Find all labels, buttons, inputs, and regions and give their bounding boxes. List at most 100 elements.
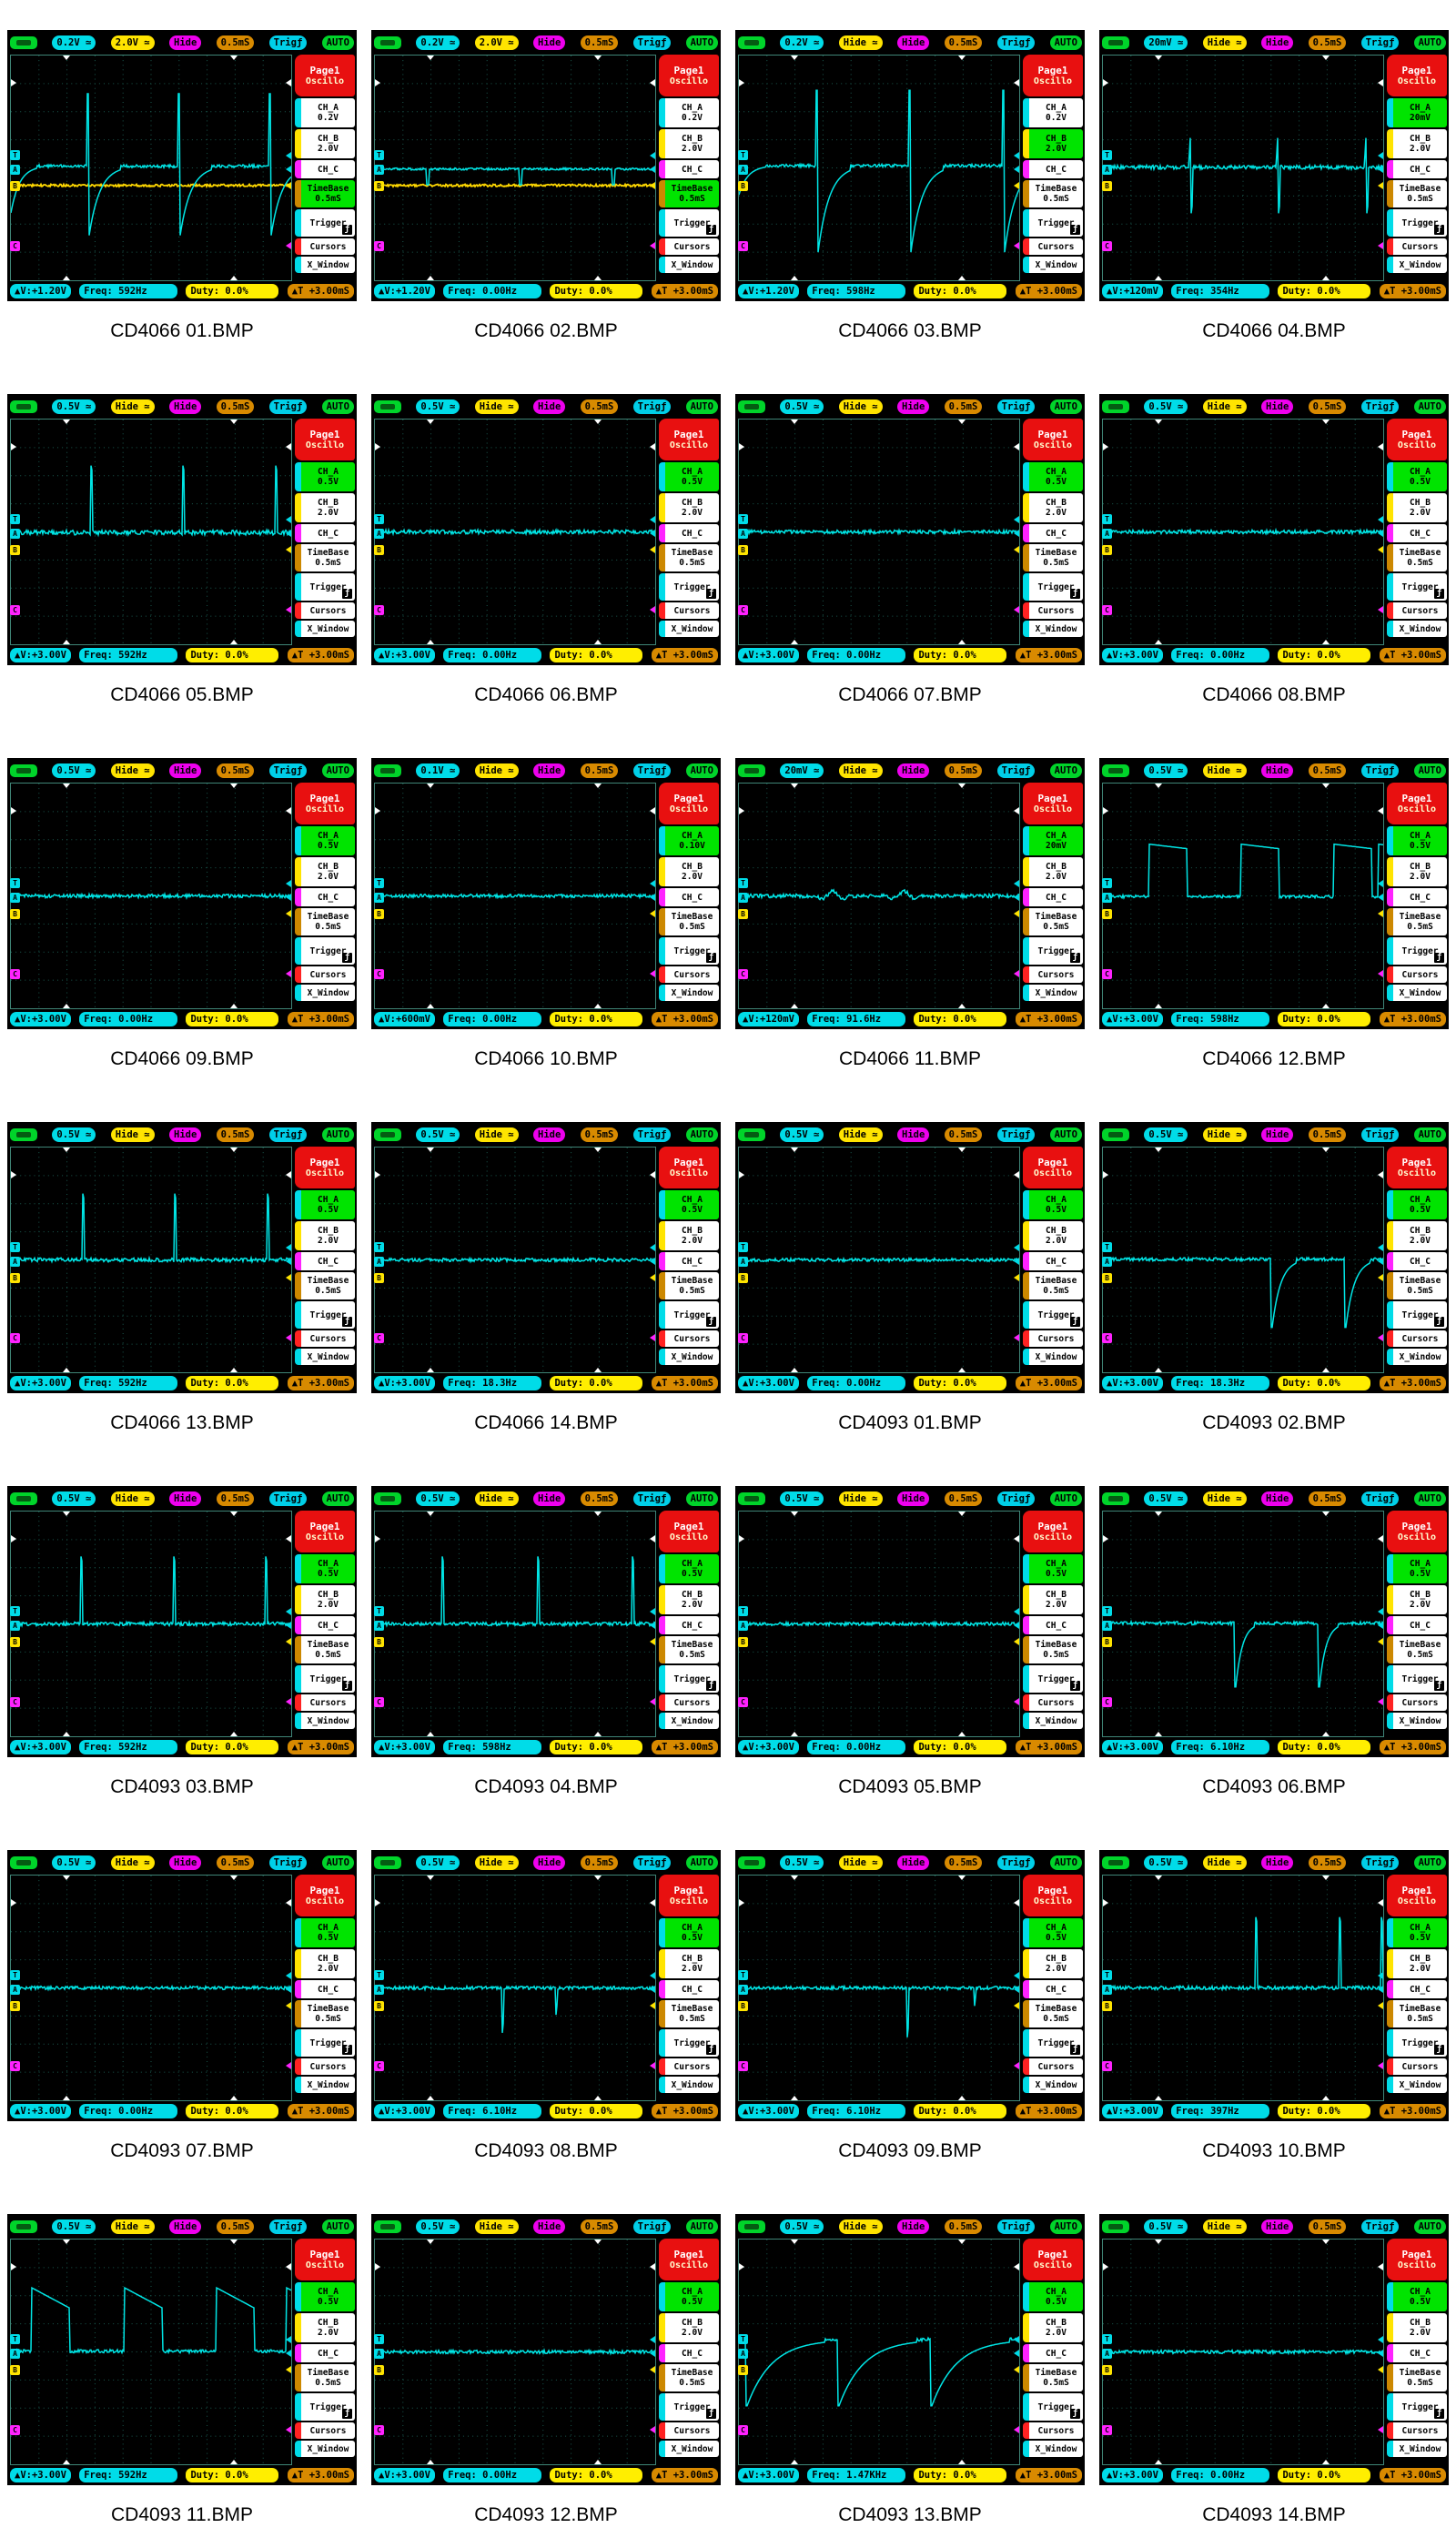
menu-page-box: Page1 Oscillo bbox=[1387, 1147, 1447, 1188]
channel-a-marker: A bbox=[10, 164, 20, 175]
filename-caption: CD4093 08.BMP bbox=[474, 2140, 618, 2161]
menu-trigger-label: Trigger bbox=[1401, 2037, 1439, 2048]
scope-screen: T A B C bbox=[10, 419, 292, 645]
duty-pill: Duty: 0.0% bbox=[550, 648, 643, 662]
cursors-color-strip bbox=[1387, 238, 1393, 255]
menu-xwindow-label: X_Window bbox=[307, 2079, 349, 2090]
menu-item-timebase: TimeBase 0.5mS bbox=[659, 180, 719, 207]
trigger-pill: Trigƒ bbox=[1360, 1855, 1400, 1870]
freq-pill: Freq: 0.00Hz bbox=[443, 1012, 542, 1026]
scope-menu: Page1 Oscillo CH_A 0.5V CH_B 2.0V CH_C bbox=[295, 2239, 355, 2465]
delta-v-pill: ▲V:+3.00V bbox=[738, 1740, 799, 1754]
menu-page-title: Page1 bbox=[1401, 1520, 1432, 1532]
battery-level-bar bbox=[1108, 1495, 1123, 1502]
menu-item-cursors: Cursors bbox=[295, 238, 355, 255]
menu-page-title: Page1 bbox=[673, 792, 704, 804]
menu-chb-value: 2.0V bbox=[682, 872, 703, 882]
channel-a-marker: A bbox=[374, 164, 384, 175]
menu-timebase-value: 0.5mS bbox=[315, 2378, 341, 2388]
chb-vdiv-pill: Hide ≃ bbox=[474, 2219, 519, 2234]
xwindow-color-strip bbox=[1387, 985, 1393, 1001]
filename-caption: CD4066 04.BMP bbox=[1202, 320, 1346, 341]
cha-right-arrow bbox=[1014, 893, 1019, 901]
menu-item-chb: CH_B 2.0V bbox=[1387, 1949, 1447, 1978]
cursors-color-strip bbox=[659, 602, 665, 619]
xwindow-color-strip bbox=[295, 257, 301, 273]
chc-hide-pill: Hide bbox=[533, 35, 566, 50]
cursor-arrow-bottom-left bbox=[1154, 1732, 1162, 1736]
timebase-color-strip bbox=[1023, 1272, 1029, 1299]
edge-arrow-left bbox=[375, 2262, 380, 2270]
menu-chb-label: CH_B bbox=[318, 2318, 339, 2328]
menu-item-timebase: TimeBase 0.5mS bbox=[1023, 908, 1083, 935]
menu-cursors-label: Cursors bbox=[1037, 2061, 1075, 2072]
filename-caption: CD4066 13.BMP bbox=[110, 1412, 254, 1433]
menu-item-cursors: Cursors bbox=[1387, 2058, 1447, 2075]
chb-right-arrow bbox=[1378, 909, 1383, 917]
trigger-level-marker: T bbox=[738, 1969, 748, 1980]
delta-t-pill: ▲T +3.00mS bbox=[287, 1376, 354, 1390]
menu-item-trigger: Trigger ƒ bbox=[295, 209, 355, 237]
chb-color-strip bbox=[1387, 1585, 1393, 1614]
menu-chb-label: CH_B bbox=[1410, 1590, 1431, 1600]
menu-cha-value: 0.5V bbox=[318, 1933, 339, 1943]
chc-hide-pill: Hide bbox=[169, 1855, 202, 1870]
cursor-arrow-top-right bbox=[229, 420, 238, 424]
menu-xwindow-label: X_Window bbox=[307, 2443, 349, 2454]
chc-hide-pill: Hide bbox=[533, 1491, 566, 1506]
chb-right-arrow bbox=[1378, 181, 1383, 189]
edge-arrow-left bbox=[1103, 78, 1108, 86]
menu-page-sub: Oscillo bbox=[1033, 1168, 1073, 1178]
cursor-arrow-bottom-right bbox=[229, 2460, 238, 2464]
menu-xwindow-label: X_Window bbox=[671, 2079, 713, 2090]
trigger-run-icon: ƒ bbox=[342, 2409, 352, 2419]
menu-timebase-value: 0.5mS bbox=[679, 194, 705, 204]
menu-cursors-label: Cursors bbox=[1401, 1697, 1439, 1708]
menu-item-xwindow: X_Window bbox=[1387, 621, 1447, 637]
cursors-color-strip bbox=[1023, 966, 1029, 983]
timebase-pill: 0.5mS bbox=[944, 763, 983, 778]
xwindow-color-strip bbox=[1387, 257, 1393, 273]
menu-page-box: Page1 Oscillo bbox=[1387, 783, 1447, 824]
trigger-level-marker: T bbox=[374, 877, 384, 888]
menu-cha-label: CH_A bbox=[682, 2287, 703, 2297]
chb-right-arrow bbox=[1378, 2365, 1383, 2373]
scope-screenshot-cell: 0.5V ≃ Hide ≃ Hide 0.5mS Trigƒ AUTO T A … bbox=[728, 2184, 1092, 2548]
chc-color-strip bbox=[1023, 1980, 1029, 1998]
menu-item-cursors: Cursors bbox=[1387, 1330, 1447, 1347]
menu-chb-value: 2.0V bbox=[1046, 2328, 1067, 2338]
chb-vdiv-pill: Hide ≃ bbox=[474, 763, 519, 778]
battery-icon bbox=[1102, 1491, 1129, 1505]
menu-page-sub: Oscillo bbox=[1033, 76, 1073, 86]
channel-c-marker: C bbox=[10, 604, 20, 615]
timebase-pill: 0.5mS bbox=[580, 2219, 619, 2234]
chc-right-arrow bbox=[1014, 969, 1019, 977]
chc-hide-pill: Hide bbox=[1261, 763, 1294, 778]
cursor-arrow-top-left bbox=[426, 1876, 434, 1880]
xwindow-color-strip bbox=[295, 985, 301, 1001]
battery-icon bbox=[374, 2219, 401, 2233]
menu-chc-label: CH_C bbox=[318, 1984, 339, 1995]
trigger-pill: Trigƒ bbox=[1360, 35, 1400, 50]
scope-screen: T A B C bbox=[10, 2239, 292, 2465]
scope-screenshot-cell: 0.5V ≃ Hide ≃ Hide 0.5mS Trigƒ AUTO T A … bbox=[728, 364, 1092, 728]
chb-color-strip bbox=[1387, 2313, 1393, 2342]
duty-pill: Duty: 0.0% bbox=[186, 1376, 279, 1390]
timebase-color-strip bbox=[1023, 544, 1029, 571]
menu-page-box: Page1 Oscillo bbox=[659, 55, 719, 96]
chb-right-arrow bbox=[650, 181, 655, 189]
battery-icon bbox=[738, 1491, 765, 1505]
menu-cha-value: 0.5V bbox=[682, 1933, 703, 1943]
menu-item-trigger: Trigger ƒ bbox=[659, 1301, 719, 1329]
menu-item-cha: CH_A 0.5V bbox=[295, 826, 355, 855]
menu-trigger-label: Trigger bbox=[1401, 217, 1439, 228]
menu-cursors-label: Cursors bbox=[1401, 2061, 1439, 2072]
xwindow-color-strip bbox=[295, 1349, 301, 1365]
timebase-pill: 0.5mS bbox=[1308, 2219, 1347, 2234]
cha-vdiv-pill: 0.5V ≃ bbox=[52, 2219, 96, 2234]
cha-right-arrow bbox=[650, 1257, 655, 1265]
menu-item-xwindow: X_Window bbox=[295, 1713, 355, 1729]
chc-hide-pill: Hide bbox=[897, 763, 930, 778]
cha-vdiv-pill: 0.5V ≃ bbox=[52, 763, 96, 778]
cha-vdiv-pill: 0.5V ≃ bbox=[1144, 2219, 1188, 2234]
